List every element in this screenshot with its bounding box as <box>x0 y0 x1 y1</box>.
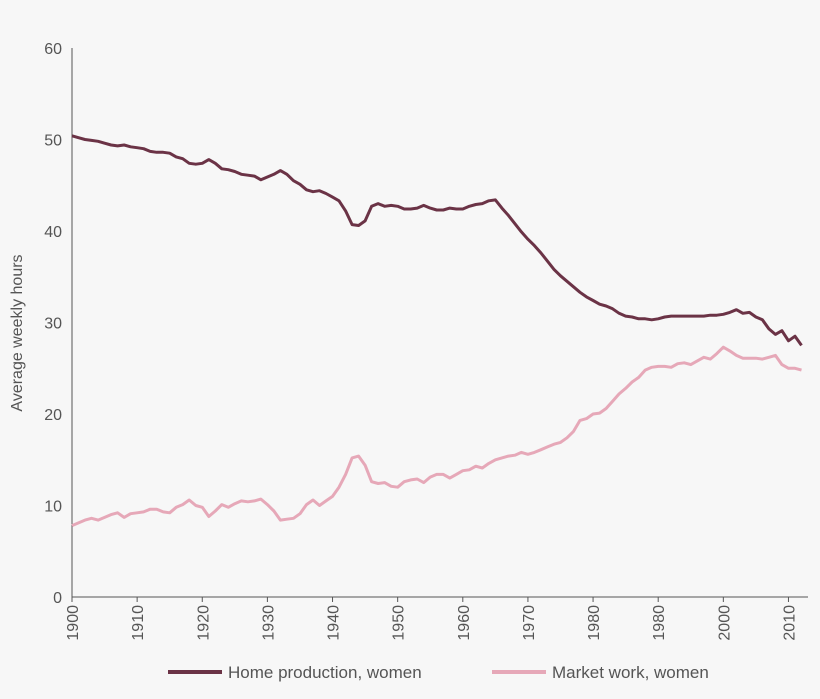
x-tick-label: 1950 <box>391 605 408 641</box>
series-line-market-work <box>71 345 802 527</box>
x-tick-label: 1970 <box>521 605 538 641</box>
series-layer <box>71 134 803 527</box>
y-tick-label: 10 <box>44 499 62 516</box>
y-tick-label: 60 <box>44 41 62 58</box>
legend-label-home: Home production, women <box>228 663 422 682</box>
x-tick-label: 1980 <box>586 605 603 641</box>
x-axis-ticks: 1900 1910 1920 1930 1940 1950 1960 1970 1980 1980… <box>65 597 798 641</box>
y-axis-ticks: 0 10 20 30 40 50 60 <box>44 41 62 607</box>
x-tick-label: 1920 <box>195 605 212 641</box>
y-tick-label: 0 <box>53 590 62 607</box>
series-line-home-production <box>71 134 803 347</box>
y-tick-label: 50 <box>44 133 62 150</box>
x-tick-label: 2000 <box>716 605 733 641</box>
x-tick-label: 1930 <box>260 605 277 641</box>
y-tick-label: 20 <box>44 407 62 424</box>
x-tick-label: 1960 <box>456 605 473 641</box>
x-tick-label: 1910 <box>130 605 147 641</box>
legend: Home production, women Market work, wome… <box>168 663 709 682</box>
x-tick-label: 1980 <box>651 605 668 641</box>
x-tick-label: 1940 <box>326 605 343 641</box>
y-tick-label: 30 <box>44 316 62 333</box>
x-tick-label: 2010 <box>781 605 798 641</box>
y-axis-title: Average weekly hours <box>9 254 26 411</box>
x-tick-label: 1900 <box>65 605 82 641</box>
y-tick-label: 40 <box>44 224 62 241</box>
legend-label-market: Market work, women <box>552 663 709 682</box>
